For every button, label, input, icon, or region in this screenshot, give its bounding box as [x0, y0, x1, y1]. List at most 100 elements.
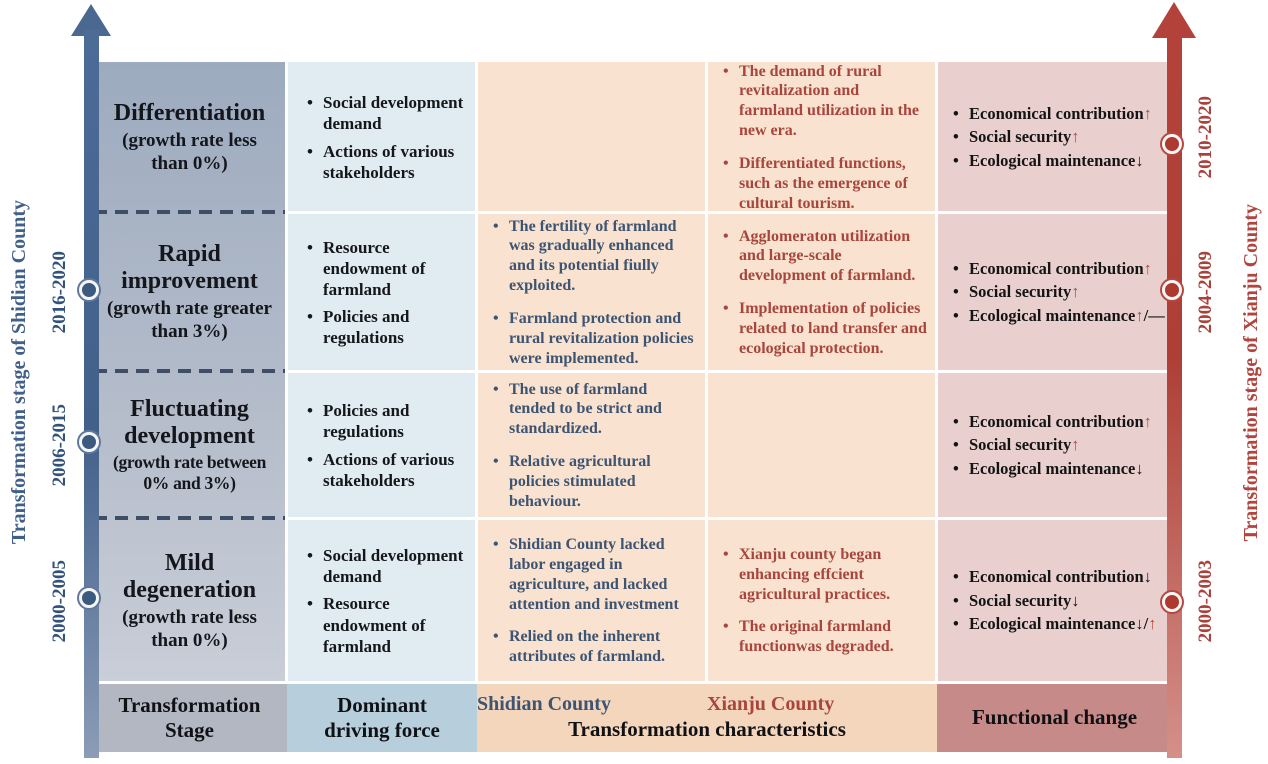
list-item: • Economical contribution↑	[953, 258, 1152, 278]
list-item: • Ecological maintenance↓	[953, 150, 1144, 170]
up-arrow-icon: ↑	[1148, 614, 1157, 634]
driving-force-cell: • Social development demand • Actions of v…	[287, 62, 477, 213]
stages-table: Differentiation (growth rate less than 0…	[92, 62, 1172, 752]
right-axis-title: Transformation stage of Xianju County	[1234, 62, 1268, 683]
bullet-icon: •	[953, 127, 959, 147]
stage-cell: Rapid improvement (growth rate greater t…	[92, 213, 287, 372]
bullet-icon: •	[493, 380, 499, 398]
stage-cell: Differentiation (growth rate less than 0…	[92, 62, 287, 213]
stage-title: Rapid improvement	[121, 241, 258, 295]
up-arrow-icon: ↑	[1071, 435, 1080, 455]
header-transformation-stage: Transformation Stage	[92, 683, 287, 752]
bullet-icon: •	[723, 62, 729, 80]
list-item: • Relied on the inherent attributes of fa…	[493, 628, 665, 666]
right-year-2004-2009: 2004-2009	[1190, 213, 1222, 372]
list-item: • Social security↓	[953, 590, 1080, 610]
right-year-2000-2003: 2000-2003	[1190, 519, 1222, 683]
up-arrow-icon: ↑	[1143, 103, 1152, 123]
right-timeline-marker-2004-2009	[1162, 280, 1182, 300]
shidian-cell: • Shidian County lacked labor engaged in …	[477, 519, 707, 683]
list-item: • Resource endowment of farmland	[307, 594, 426, 656]
list-item: • Resource endowment of farmland	[307, 237, 426, 299]
stage-title: Mild degeneration	[122, 549, 257, 603]
left-year-2006-2015: 2006-2015	[44, 372, 76, 519]
list-item: • Actions of various stakeholders	[307, 141, 455, 182]
row-divider	[287, 370, 1172, 373]
header-dominant-driving-force: Dominant driving force	[287, 683, 477, 752]
list-item: • Social development demand	[307, 93, 464, 134]
list-item: • The fertility of farmland was gradually…	[493, 217, 677, 295]
bullet-icon: •	[953, 590, 959, 610]
stage-dashed-divider	[94, 210, 285, 214]
bullet-icon: •	[307, 401, 313, 421]
list-item: • Farmland protection and rural revitaliz…	[493, 309, 694, 367]
stage-cell: Mild degeneration (growth rate less than…	[92, 519, 287, 683]
table-row-rapid-improvement: Rapid improvement (growth rate greater t…	[92, 213, 1172, 372]
header-xianju-county: Xianju County	[707, 693, 835, 715]
left-axis-title: Transformation stage of Shidian County	[2, 62, 36, 683]
table-row-fluctuating-development: Fluctuating development (growth rate bet…	[92, 372, 1172, 519]
left-year-2000-2005: 2000-2005	[44, 519, 76, 683]
list-item: • The use of farmland tended to be strict…	[493, 380, 662, 438]
down-arrow-icon: ↓/	[1135, 614, 1149, 634]
driving-force-cell: • Policies and regulations • Actions of va…	[287, 372, 477, 519]
column-divider	[285, 62, 288, 683]
table-row-differentiation: Differentiation (growth rate less than 0…	[92, 62, 1172, 213]
right-axis-title-text: Transformation stage of Xianju County	[1239, 203, 1262, 542]
left-axis-title-text: Transformation stage of Shidian County	[7, 200, 30, 545]
list-item: • Policies and regulations	[307, 401, 410, 442]
list-item: • Shidian County lacked labor engaged in …	[493, 536, 679, 613]
year-label: 2004-2009	[1195, 251, 1216, 334]
list-item: • Economical contribution↓	[953, 567, 1152, 587]
list-item: • Ecological maintenance↑/—	[953, 305, 1165, 325]
list-item: • Economical contribution↑	[953, 411, 1152, 431]
driving-force-cell: • Resource endowment of farmland • Policie…	[287, 213, 477, 372]
table-header-row: Transformation Stage Dominant driving fo…	[92, 683, 1172, 752]
down-arrow-icon: ↓	[1135, 458, 1144, 478]
bullet-icon: •	[307, 237, 313, 257]
stage-dashed-divider	[94, 516, 285, 520]
right-year-2010-2020: 2010-2020	[1190, 62, 1222, 213]
bullet-icon: •	[723, 618, 729, 636]
bullet-icon: •	[953, 103, 959, 123]
bullet-icon: •	[953, 150, 959, 170]
year-label: 2016-2020	[49, 251, 70, 334]
list-item: • Policies and regulations	[307, 307, 410, 348]
list-item: • Social security↑	[953, 127, 1080, 147]
list-item: • Relative agricultural policies stimulat…	[493, 453, 651, 510]
down-arrow-icon: ↓	[1135, 150, 1144, 170]
header-transformation-characteristics: Shidian County Xianju County Transformat…	[477, 683, 937, 752]
year-label: 2000-2003	[1195, 559, 1216, 643]
list-item: • The original farmland functionwas degra…	[723, 618, 894, 656]
list-item: • Social security↑	[953, 282, 1080, 302]
list-item: • The demand of rural revitalization and …	[723, 62, 920, 140]
up-arrow-icon: ↑	[1071, 282, 1080, 302]
xianju-cell-empty	[707, 372, 937, 519]
bullet-icon: •	[953, 567, 959, 587]
list-item: • Ecological maintenance↓	[953, 458, 1144, 478]
table-row-mild-degeneration: Mild degeneration (growth rate less than…	[92, 519, 1172, 683]
down-arrow-icon: ↓	[1071, 590, 1080, 610]
shidian-cell-empty	[477, 62, 707, 213]
row-divider	[92, 681, 1172, 684]
up-arrow-icon: ↑	[1135, 305, 1144, 325]
bullet-icon: •	[307, 141, 313, 161]
bullet-icon: •	[723, 227, 729, 245]
bullet-icon: •	[307, 594, 313, 614]
left-axis-shaft	[84, 30, 99, 758]
bullet-icon: •	[493, 628, 499, 646]
functional-change-cell: • Economical contribution↑ • Social securi…	[937, 372, 1172, 519]
bullet-icon: •	[723, 300, 729, 317]
xianju-cell: • Xianju county began enhancing effcient …	[707, 519, 937, 683]
bullet-icon: •	[307, 546, 313, 566]
list-item: • Xianju county began enhancing effcient …	[723, 545, 891, 603]
functional-change-cell: • Economical contribution↓ • Social securi…	[937, 519, 1172, 683]
down-arrow-icon: ↓	[1143, 567, 1152, 587]
bullet-icon: •	[723, 545, 729, 563]
list-item: • Ecological maintenance↓/↑	[953, 614, 1157, 634]
bullet-icon: •	[953, 458, 959, 478]
bullet-icon: •	[493, 453, 499, 470]
bullet-icon: •	[493, 536, 499, 554]
bullet-icon: •	[953, 305, 959, 325]
